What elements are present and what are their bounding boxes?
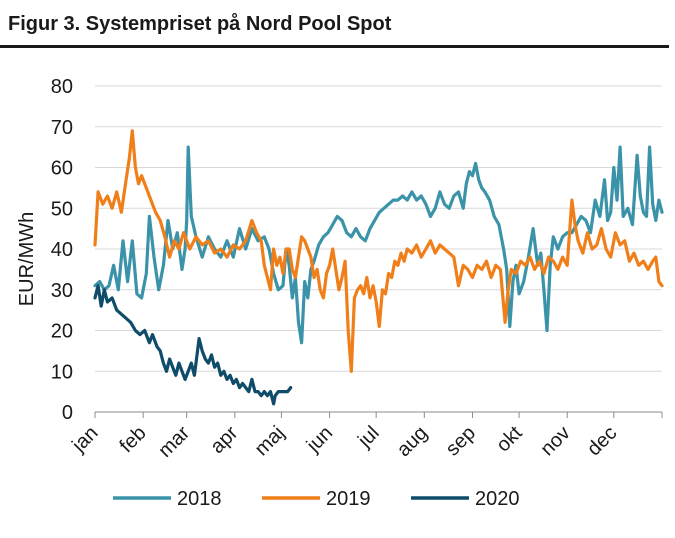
x-tick-label-okt: okt	[492, 422, 527, 457]
legend-label-2018: 2018	[177, 488, 222, 510]
x-tick-label-sep: sep	[442, 422, 480, 460]
series-line-2019	[93, 129, 664, 373]
x-tick-label-jun: jun	[302, 422, 337, 457]
y-tick-label: 80	[51, 76, 73, 98]
y-tick-label: 60	[51, 158, 73, 180]
x-axis-ticks: jan feb mar apr maj jun jul aug sep okt nov dec	[67, 412, 663, 462]
y-tick-label: 10	[51, 361, 73, 383]
y-tick-label: 50	[51, 198, 73, 220]
y-tick-label: 40	[51, 239, 73, 261]
series-line-2020	[93, 284, 293, 406]
y-tick-label: 20	[51, 321, 73, 343]
y-axis-label: EUR/MWh	[16, 212, 38, 306]
x-tick-label-dec: dec	[583, 422, 621, 460]
x-tick-label-maj: maj	[251, 422, 289, 460]
legend-label-2019: 2019	[326, 488, 371, 510]
x-tick-label-feb: feb	[115, 422, 150, 457]
y-tick-label: 30	[51, 280, 73, 302]
x-tick-label-mar: mar	[154, 422, 194, 462]
legend: 2018 2019 2020	[113, 488, 520, 510]
figure-title: Figur 3. Systempriset på Nord Pool Spot	[8, 13, 392, 35]
x-tick-label-nov: nov	[536, 422, 574, 460]
x-tick-label-aug: aug	[393, 422, 432, 461]
series-line-2018	[93, 145, 664, 345]
legend-label-2020: 2020	[475, 488, 520, 510]
x-tick-label-jan: jan	[67, 422, 102, 457]
y-axis-ticks: 0 10 20 30 40 50 60 70 80	[51, 76, 73, 424]
x-tick-label-jul: jul	[353, 422, 383, 452]
y-tick-label: 70	[51, 117, 73, 139]
y-tick-label: 0	[62, 402, 73, 424]
x-tick-label-apr: apr	[206, 422, 242, 458]
title-rule	[0, 45, 669, 48]
series-lines	[93, 129, 664, 406]
